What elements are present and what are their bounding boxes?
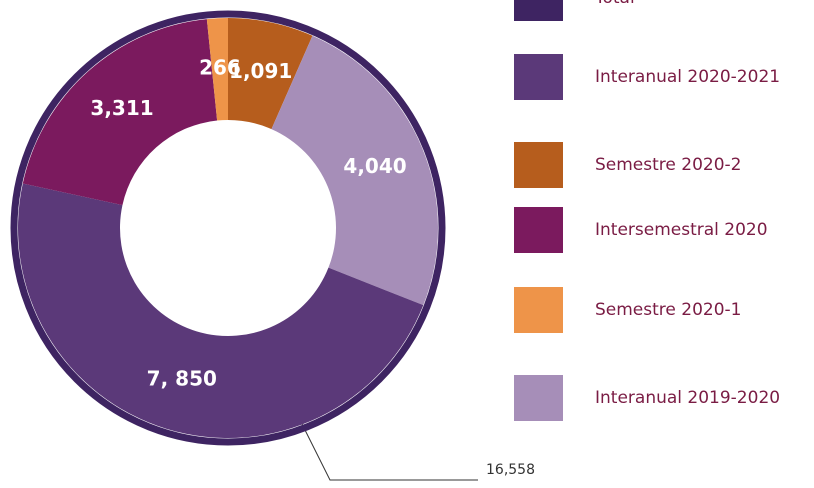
value-label: 3,311 [90,96,153,120]
slice [206,18,228,121]
total-ring [10,10,446,446]
slice [228,18,313,130]
legend-label: Interanual 2019-2020 [595,388,780,408]
legend-label: Semestre 2020-2 [595,155,741,175]
legend-swatch [514,375,563,421]
value-label: 7, 850 [147,367,217,391]
value-label: 1,091 [229,59,292,83]
slice [22,19,218,206]
legend-label: Semestre 2020-1 [595,300,741,320]
slice [18,183,424,438]
legend-label: Interanual 2020-2021 [595,67,780,87]
legend-swatch [514,54,563,100]
legend-swatch [514,287,563,333]
legend-swatch [514,207,563,253]
legend-swatch [514,0,563,21]
legend-swatch [514,142,563,188]
legend-label: Total [594,0,635,8]
legend-label: Intersemestral 2020 [595,220,768,240]
total-label: 16,558 [486,462,535,478]
leader-line [299,419,478,481]
value-label: 266 [199,56,241,80]
slice [271,35,439,306]
value-label: 4,040 [343,154,406,178]
